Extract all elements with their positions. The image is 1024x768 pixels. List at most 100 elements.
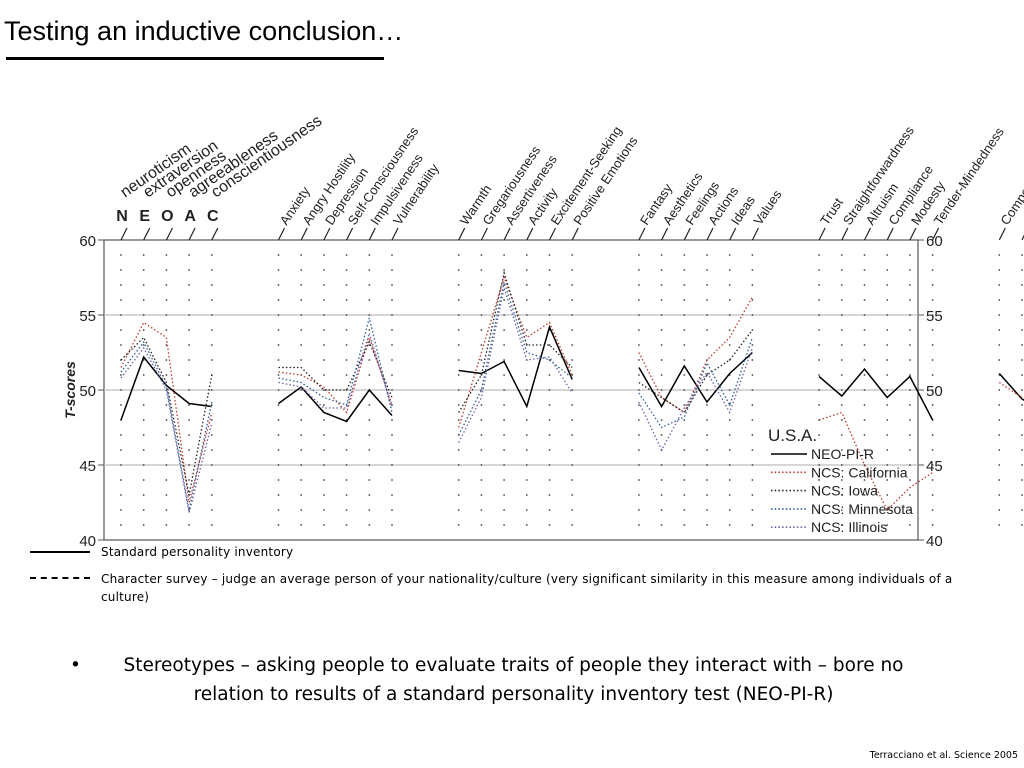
grid-dot <box>368 524 371 526</box>
grid-dot <box>503 464 505 466</box>
grid-dot <box>863 449 866 451</box>
grid-dot <box>188 389 191 391</box>
grid-dot <box>728 254 731 256</box>
grid-dot <box>998 299 1001 301</box>
grid-dot <box>480 524 483 526</box>
grid-dot <box>751 494 754 496</box>
grid-dot <box>863 509 866 511</box>
grid-dot <box>706 449 708 451</box>
series-line-ncs-california-group-1 <box>278 335 393 414</box>
grid-dot <box>368 329 371 331</box>
grid-dot <box>300 434 303 436</box>
grid-dot <box>277 524 280 526</box>
grid-dot <box>277 449 280 451</box>
grid-dot <box>503 269 505 271</box>
category-label-values: Values <box>750 187 784 228</box>
series-line-ncs-iowa-group-3 <box>638 329 753 414</box>
grid-dot <box>323 254 325 256</box>
grid-dot <box>165 494 168 496</box>
grid-dot <box>210 284 213 286</box>
grid-dot <box>571 494 574 496</box>
grid-dot <box>998 404 1001 406</box>
category-leader-tender-mindedness <box>932 227 940 241</box>
grid-dot <box>277 479 280 481</box>
grid-dot <box>886 434 889 436</box>
grid-dot <box>863 494 866 496</box>
grid-dot <box>683 389 686 391</box>
grid-dot <box>931 479 934 481</box>
grid-dot <box>120 269 122 271</box>
grid-dot <box>706 284 708 286</box>
grid-dot <box>886 284 889 286</box>
grid-dot <box>188 479 191 481</box>
grid-dot <box>571 284 574 286</box>
grid-dot <box>571 254 574 256</box>
grid-dot <box>638 449 640 451</box>
grid-dot <box>728 284 731 286</box>
grid-dot <box>277 419 280 421</box>
grid-dot <box>525 449 528 451</box>
grid-dot <box>188 284 191 286</box>
grid-dot <box>323 419 325 421</box>
grid-dot <box>818 344 820 346</box>
grid-dot <box>638 419 640 421</box>
grid-dot <box>1021 374 1023 376</box>
grid-dot <box>368 449 371 451</box>
grid-dot <box>886 479 889 481</box>
grid-dot <box>863 389 866 391</box>
y-tick-label-left-50: 50 <box>79 383 96 400</box>
legend-text-character-survey: Character survey – judge an average pers… <box>101 572 953 604</box>
grid-dot <box>931 449 934 451</box>
grid-dot <box>1021 299 1023 301</box>
grid-dot <box>1021 389 1023 391</box>
series-line-neo-pi-r-group-3 <box>638 351 753 409</box>
grid-dot <box>638 374 640 376</box>
grid-dot <box>818 509 820 511</box>
grid-dot <box>480 299 483 301</box>
grid-dot <box>368 494 371 496</box>
grid-dot <box>188 299 191 301</box>
grid-dot <box>277 464 280 466</box>
grid-dot <box>277 254 280 256</box>
grid-dot <box>909 254 911 256</box>
grid-dot <box>660 509 663 511</box>
category-leader-excitement-seeking <box>548 227 557 241</box>
grid-dot <box>840 419 843 421</box>
grid-dot <box>660 389 663 391</box>
grid-dot <box>751 269 754 271</box>
grid-dot <box>818 254 820 256</box>
grid-dot <box>751 419 754 421</box>
grid-dot <box>188 314 191 316</box>
grid-dot <box>368 314 371 316</box>
y-tick-label-right-45: 45 <box>926 458 943 475</box>
series-line-neo-pi-r-group-5 <box>998 373 1024 402</box>
grid-dot <box>660 284 663 286</box>
grid-dot <box>998 509 1001 511</box>
grid-dot <box>909 464 911 466</box>
grid-dot <box>368 254 371 256</box>
grid-dot <box>457 449 460 451</box>
category-leader-assertiveness <box>503 227 511 241</box>
grid-dot <box>1021 269 1023 271</box>
category-label-trust: Trust <box>817 195 846 228</box>
grid-dot <box>391 329 393 331</box>
grid-dot <box>525 284 528 286</box>
grid-dot <box>323 269 325 271</box>
grid-dot <box>165 359 168 361</box>
grid-dot <box>277 509 280 511</box>
grid-dot <box>728 299 731 301</box>
grid-dot <box>165 419 168 421</box>
grid-dot <box>165 284 168 286</box>
grid-dot <box>683 404 686 406</box>
grid-dot <box>188 254 191 256</box>
grid-dot <box>300 344 303 346</box>
y-tick-label-left-55: 55 <box>79 308 96 325</box>
category-leader-o <box>165 227 173 241</box>
grid-dot <box>345 464 348 466</box>
domain-letter-c: C <box>207 208 219 225</box>
domain-letter-a: A <box>184 208 196 225</box>
grid-dot <box>1021 284 1023 286</box>
grid-dot <box>840 449 843 451</box>
grid-dot <box>548 449 551 451</box>
grid-dot <box>368 359 371 361</box>
